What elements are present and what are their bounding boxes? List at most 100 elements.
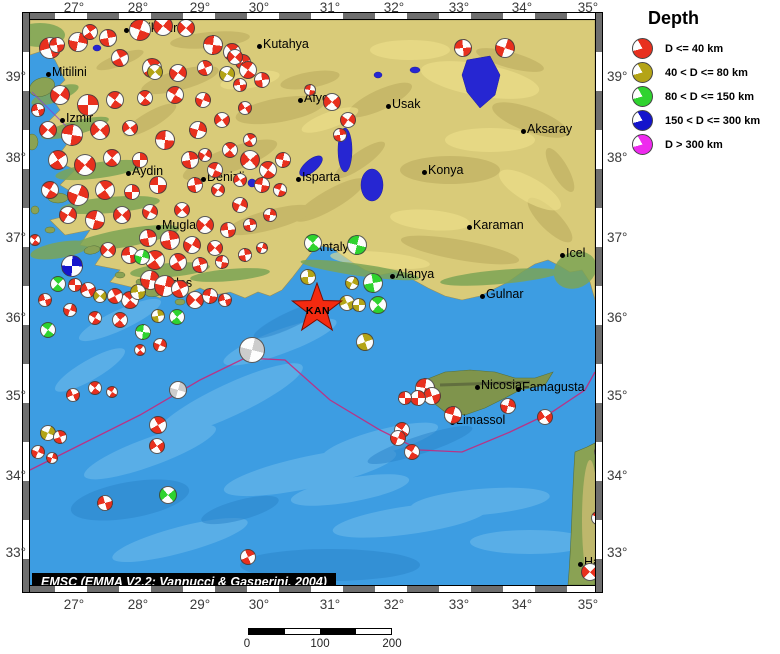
beachball: [197, 60, 213, 76]
city-label-kutahya: Kutahya: [263, 37, 309, 51]
beachball: [232, 197, 248, 213]
beachball: [88, 381, 102, 395]
city-dot-famagusta: [515, 386, 521, 392]
beachball: [160, 230, 180, 250]
beachball: [82, 24, 98, 40]
beachball: [67, 184, 89, 206]
beachball: [85, 210, 105, 230]
beachball: [41, 181, 59, 199]
legend-item-label: D > 300 km: [665, 138, 723, 151]
beachball: [93, 289, 107, 303]
axis-tick-label: 30°: [248, 597, 270, 612]
beachball: [142, 204, 158, 220]
beachball: [66, 388, 80, 402]
beachball: [153, 338, 167, 352]
map-frame-left: [22, 12, 30, 593]
beachball: [352, 298, 366, 312]
city-label-famagusta: Famagusta: [522, 380, 585, 394]
axis-tick-label: 28°: [127, 597, 149, 612]
beachball-icon: [632, 86, 653, 107]
beachball: [304, 234, 322, 252]
beachball: [256, 242, 268, 254]
legend-item: 40 < D <= 80 km: [632, 62, 780, 83]
beachball: [187, 177, 203, 193]
beachball: [300, 269, 316, 285]
scale-segment: [249, 629, 285, 634]
beachball: [233, 78, 247, 92]
beachball: [61, 255, 83, 277]
city-dot-karaman: [466, 224, 472, 230]
beachball: [99, 29, 117, 47]
beachball: [166, 86, 184, 104]
cyprus-ridge: [439, 380, 531, 387]
city-dot-denizli: [200, 176, 206, 182]
beachball: [202, 288, 218, 304]
beachball: [581, 563, 595, 581]
beachball: [240, 549, 256, 565]
beachball: [169, 309, 185, 325]
city-label-icel: Icel: [566, 246, 586, 260]
beachball: [174, 202, 190, 218]
axis-tick-label: 35°: [607, 388, 628, 403]
beachball: [198, 148, 212, 162]
beachball: [106, 91, 124, 109]
beachball: [243, 218, 257, 232]
beachball-layer: [30, 20, 595, 585]
city-dot-mugla: [155, 224, 161, 230]
beachball: [63, 303, 77, 317]
city-label-limassol: Limassol: [456, 413, 506, 427]
beachball: [410, 390, 426, 406]
city-dot-icel: [559, 252, 565, 258]
beachball: [254, 177, 270, 193]
beachball: [38, 293, 52, 307]
beachball: [31, 445, 45, 459]
city-dot-konya: [421, 169, 427, 175]
map-frame-right: [595, 12, 603, 593]
city-dot-balikesir: [123, 27, 129, 33]
axis-tick-label: 31°: [319, 597, 341, 612]
axis-tick-label: 34°: [511, 597, 533, 612]
beachball: [149, 416, 167, 434]
legend-item-label: 150 < D <= 300 km: [665, 114, 761, 127]
beachball: [233, 173, 247, 187]
scale-bar-labels: 0 100 200: [0, 638, 780, 654]
beachball: [30, 234, 41, 246]
beachball: [107, 288, 123, 304]
depth-legend: Depth D <= 40 km 40 < D <= 80 km 80 < D <=…: [632, 8, 780, 158]
beachball: [77, 94, 99, 116]
axis-tick-label: 33°: [607, 545, 628, 560]
city-label-usak: Usak: [392, 97, 421, 111]
beachball: [139, 229, 157, 247]
beachball: [304, 84, 316, 96]
beachball: [169, 253, 187, 271]
axis-tick-label: 35°: [577, 597, 599, 612]
city-dot-usak: [385, 103, 391, 109]
city-dot-izmir: [59, 117, 65, 123]
scale-segment: [320, 629, 356, 634]
beachball: [273, 183, 287, 197]
scale-segment: [355, 629, 391, 634]
beachball: [207, 240, 223, 256]
beachball: [259, 161, 277, 179]
city-label-haifa: Haifa: [584, 555, 595, 569]
beachball: [181, 151, 199, 169]
city-label-alanya: Alanya: [396, 267, 435, 281]
city-dot-kutahya: [256, 43, 262, 49]
beachball: [222, 142, 238, 158]
city-dot-isparta: [295, 176, 301, 182]
city-label-nicosia: Nicosia: [481, 378, 522, 392]
mainshock-star: KAN: [290, 281, 346, 338]
beachball: [171, 280, 189, 298]
beachball: [243, 133, 257, 147]
beachball: [113, 206, 131, 224]
beachball: [195, 92, 211, 108]
city-label-aksaray: Aksaray: [527, 122, 573, 136]
beachball: [50, 276, 66, 292]
beachball: [90, 120, 110, 140]
beachball: [189, 121, 207, 139]
axis-tick-label: 33°: [448, 597, 470, 612]
beachball: [49, 37, 65, 53]
beachball: [132, 152, 148, 168]
beachball: [40, 322, 56, 338]
beachball: [124, 184, 140, 200]
